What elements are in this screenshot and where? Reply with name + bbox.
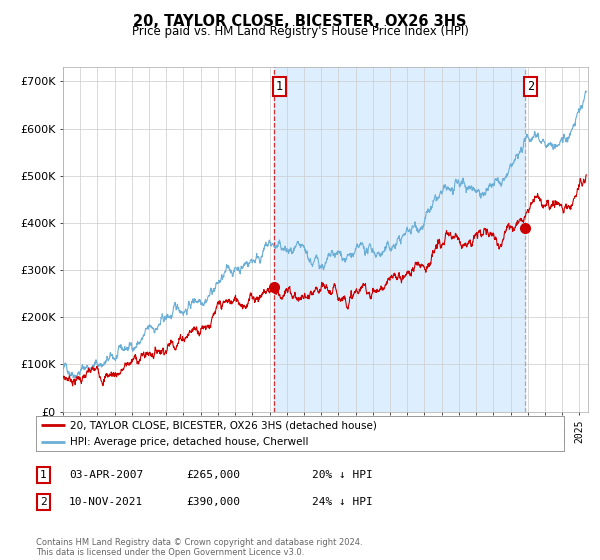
Text: £390,000: £390,000 [186, 497, 240, 507]
Text: 1: 1 [40, 470, 47, 480]
Text: 24% ↓ HPI: 24% ↓ HPI [312, 497, 373, 507]
Text: 20, TAYLOR CLOSE, BICESTER, OX26 3HS: 20, TAYLOR CLOSE, BICESTER, OX26 3HS [133, 14, 467, 29]
Bar [274, 67, 526, 412]
Text: 2: 2 [40, 497, 47, 507]
Text: 03-APR-2007: 03-APR-2007 [69, 470, 143, 480]
Text: Contains HM Land Registry data © Crown copyright and database right 2024.
This d: Contains HM Land Registry data © Crown c… [36, 538, 362, 557]
Text: 1: 1 [275, 80, 283, 92]
Text: 20, TAYLOR CLOSE, BICESTER, OX26 3HS (detached house): 20, TAYLOR CLOSE, BICESTER, OX26 3HS (de… [70, 421, 377, 431]
Text: 20% ↓ HPI: 20% ↓ HPI [312, 470, 373, 480]
Text: HPI: Average price, detached house, Cherwell: HPI: Average price, detached house, Cher… [70, 437, 309, 447]
Text: 2: 2 [527, 80, 534, 92]
Text: Price paid vs. HM Land Registry's House Price Index (HPI): Price paid vs. HM Land Registry's House … [131, 25, 469, 38]
Text: £265,000: £265,000 [186, 470, 240, 480]
Text: 10-NOV-2021: 10-NOV-2021 [69, 497, 143, 507]
